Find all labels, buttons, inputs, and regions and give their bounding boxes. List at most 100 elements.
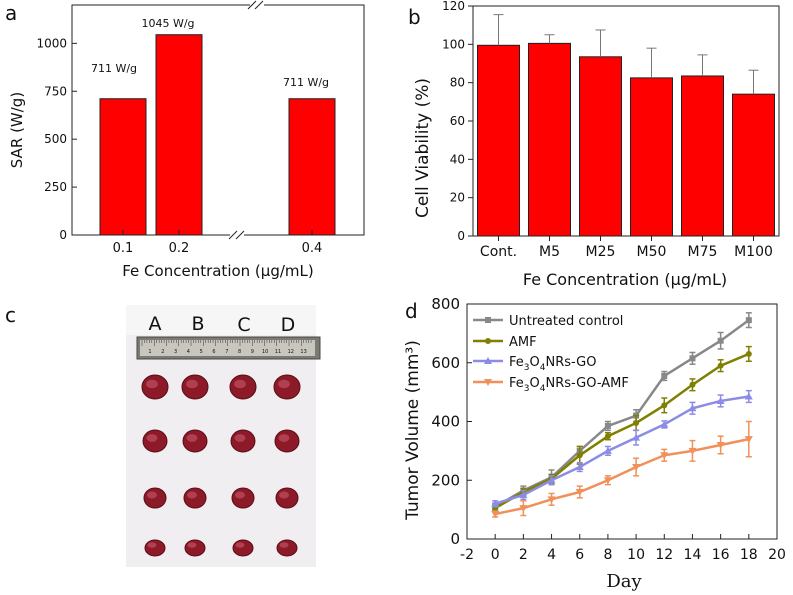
xtick-label-a: 0.1 xyxy=(113,241,134,256)
legend-marker xyxy=(484,379,492,386)
axis-ylabel-a: SAR (W/g) xyxy=(8,92,26,168)
bar-b-Cont xyxy=(477,44,520,237)
ytick-label-d: 800 xyxy=(431,295,460,313)
data-point-d xyxy=(547,476,556,484)
bar-a-0_4 xyxy=(288,98,336,236)
data-point-d xyxy=(491,511,500,519)
axis-ylabel-d: Tumor Volume (mm³) xyxy=(403,340,423,521)
column-label-b: B xyxy=(191,313,204,335)
data-label-a: 711 W/g xyxy=(91,62,137,75)
xtick-label-d: 0 xyxy=(491,547,500,563)
panel-c: c A B C D 1 2 3 4 5 6 7 8 9 10 11 12 13 xyxy=(5,303,321,567)
plot-a-frame xyxy=(71,4,365,236)
ytick-label-b: 80 xyxy=(450,76,465,90)
data-point-d xyxy=(660,420,669,428)
panel-label-b: b xyxy=(408,5,421,29)
data-point-d xyxy=(661,402,668,409)
ytick-label-b: 60 xyxy=(450,114,465,128)
column-label-c: C xyxy=(237,314,250,336)
data-point-d xyxy=(717,337,724,344)
axis-xlabel-d: Day xyxy=(606,571,642,592)
data-point-d xyxy=(603,446,612,454)
ruler-number: 5 xyxy=(200,349,203,355)
ruler-number: 11 xyxy=(275,349,281,355)
legend: Untreated control AMF Fe3O4NRs-GO Fe3O4NRs-… xyxy=(473,314,629,394)
ytick-label-a: 500 xyxy=(44,132,67,146)
ruler-number: 1 xyxy=(148,349,151,355)
ruler-number: 2 xyxy=(161,349,164,355)
ytick-label-d: 400 xyxy=(431,413,460,431)
ytick-label-a: 0 xyxy=(59,228,67,242)
xtick-label-d: 20 xyxy=(768,547,786,563)
tumor-sample xyxy=(183,487,207,509)
axis-xlabel-a: Fe Concentration (μg/mL) xyxy=(122,262,313,280)
ruler-number: 6 xyxy=(212,349,215,355)
xtick-label-b: M75 xyxy=(688,244,718,260)
legend-marker xyxy=(485,338,491,344)
data-point-d xyxy=(547,496,556,504)
data-point-d xyxy=(575,489,584,496)
ruler-number: 8 xyxy=(238,349,241,355)
data-point-d xyxy=(632,464,641,472)
xtick-label-d: 8 xyxy=(603,547,612,563)
ruler-number: 9 xyxy=(251,349,254,355)
ruler-number: 12 xyxy=(288,349,294,355)
data-label-a: 1045 W/g xyxy=(141,17,194,30)
data-point-d xyxy=(689,355,696,362)
data-point-d xyxy=(689,381,696,388)
data-point-d xyxy=(745,350,752,357)
panel-label-c: c xyxy=(5,303,16,327)
data-point-d xyxy=(745,317,752,324)
ruler: 1 2 3 4 5 6 7 8 9 10 11 12 13 xyxy=(136,336,321,360)
column-labels: A B C D xyxy=(149,313,296,336)
data-point-d xyxy=(660,452,669,460)
ruler-number: 13 xyxy=(300,349,306,355)
bar-a-0_2 xyxy=(155,34,203,236)
bar-b-M50 xyxy=(630,77,673,237)
bar-b-M5 xyxy=(528,42,571,237)
series-line-1 xyxy=(494,352,750,510)
axis-xlabel-b: Fe Concentration (μg/mL) xyxy=(523,270,727,289)
xtick-label-d: 2 xyxy=(519,547,528,563)
legend-label-0: Untreated control xyxy=(509,314,623,329)
tumor-sample xyxy=(232,539,254,557)
data-point-d xyxy=(744,392,753,400)
ytick-label-b: 120 xyxy=(442,0,465,13)
xtick-label-b: M50 xyxy=(637,244,667,260)
bar-b-M100 xyxy=(732,93,775,237)
tumor-sample xyxy=(143,487,167,509)
bar-b-M75 xyxy=(681,75,724,237)
ruler-number: 3 xyxy=(174,349,177,355)
ytick-label-a: 250 xyxy=(44,180,67,194)
data-point-d xyxy=(519,505,528,513)
xtick-label-a: 0.4 xyxy=(302,241,323,256)
ytick-label-b: 0 xyxy=(457,229,465,243)
tumor-sample xyxy=(276,539,298,557)
panel-b: b 0 20 40 60 80 100 120 Cont. M5 M25 M50 M75 M100 C… xyxy=(408,0,780,289)
ytick-label-d: 600 xyxy=(431,354,460,372)
tumor-grid xyxy=(141,374,301,557)
data-point-d xyxy=(716,442,725,449)
xtick-label-b: M25 xyxy=(586,244,616,260)
xtick-label-a: 0.2 xyxy=(169,241,190,256)
ytick-label-a: 750 xyxy=(44,84,67,98)
xtick-label-d: 14 xyxy=(684,547,702,563)
column-label-d: D xyxy=(281,314,296,336)
data-point-d xyxy=(604,433,611,440)
xtick-label-b: M5 xyxy=(539,244,560,260)
ytick-label-d: 0 xyxy=(450,530,460,548)
bar-b-M25 xyxy=(579,56,622,237)
legend-label-1: AMF xyxy=(509,335,537,350)
data-point-d xyxy=(519,490,528,498)
ytick-label-d: 200 xyxy=(431,471,460,489)
bar-a-0_1 xyxy=(99,98,147,236)
data-point-d xyxy=(575,463,584,471)
legend-label-2: Fe3O4NRs-GO xyxy=(509,355,596,373)
xtick-label-d: 16 xyxy=(712,547,730,563)
ytick-label-b: 100 xyxy=(442,37,465,51)
series-line-3 xyxy=(494,437,750,516)
xtick-label-d: 4 xyxy=(547,547,556,563)
legend-marker xyxy=(484,357,492,364)
xtick-label-b: Cont. xyxy=(480,244,517,260)
